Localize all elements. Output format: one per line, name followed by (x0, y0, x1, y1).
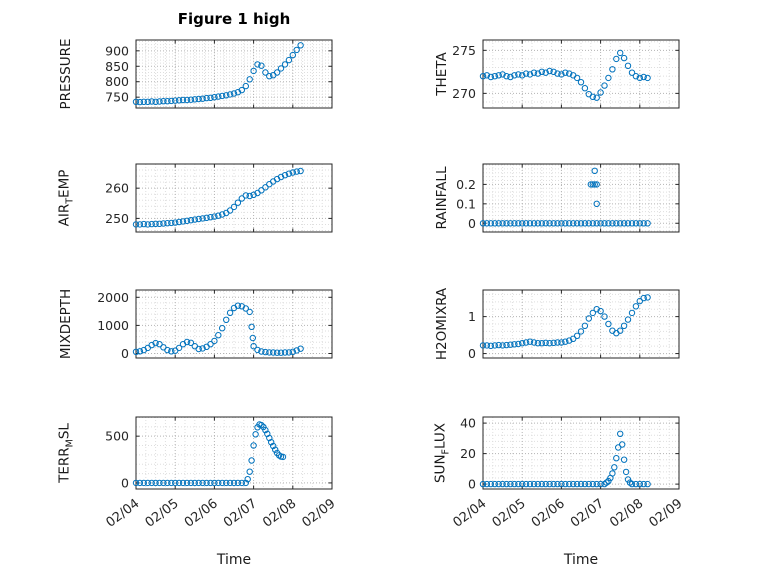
y-tick-labels: 250 260 (105, 181, 129, 226)
major-grid (136, 417, 332, 489)
ylabel-sun-flux: SUNFLUX (432, 422, 452, 484)
svg-text:0: 0 (121, 346, 129, 361)
svg-text:02/07: 02/07 (221, 496, 260, 531)
svg-text:02/04: 02/04 (450, 496, 489, 531)
x-axis-label-right: Time (563, 552, 599, 568)
data-points (479, 167, 651, 227)
y-tick-labels: 0 500 (105, 429, 129, 491)
ylabel-air-temp: AIRTEMP (56, 169, 76, 227)
major-grid (483, 40, 679, 108)
svg-text:800: 800 (105, 74, 129, 89)
y-tick-labels: 0 0.1 0.2 (456, 177, 476, 231)
minor-grid (136, 290, 332, 358)
svg-text:02/07: 02/07 (568, 496, 607, 531)
major-grid (483, 290, 679, 358)
subplot-theta: 270 275 (452, 39, 680, 109)
tick-marks (135, 290, 333, 358)
tick-marks (482, 290, 680, 358)
svg-text:0: 0 (121, 475, 129, 490)
svg-text:02/06: 02/06 (529, 496, 568, 531)
svg-text:0.1: 0.1 (456, 196, 476, 211)
ylabel-h2omixra: H2OMIXRA (434, 287, 450, 361)
svg-text:40: 40 (460, 416, 476, 431)
major-grid (483, 164, 679, 232)
svg-text:260: 260 (105, 181, 129, 196)
axes-box (135, 39, 333, 109)
svg-text:2000: 2000 (97, 290, 129, 305)
x-tick-labels: 02/04 02/05 02/06 02/07 02/08 02/09 (450, 496, 685, 531)
figure-title: Figure 1 high (177, 10, 291, 28)
svg-text:02/05: 02/05 (490, 496, 529, 531)
svg-text:1: 1 (468, 309, 476, 324)
ylabel-terr-msl: TERRMSL (56, 423, 76, 483)
svg-text:02/08: 02/08 (607, 496, 646, 531)
svg-text:02/09: 02/09 (646, 496, 685, 531)
minor-grid (483, 164, 679, 232)
y-tick-labels: 270 275 (452, 43, 476, 101)
svg-text:1000: 1000 (97, 318, 129, 333)
ylabel-theta: THETA (434, 52, 450, 96)
data-points (132, 167, 304, 228)
data-points (479, 49, 651, 101)
data-points (479, 430, 651, 488)
tick-marks (482, 40, 680, 108)
svg-text:02/05: 02/05 (143, 496, 182, 531)
svg-text:750: 750 (105, 90, 129, 105)
svg-text:02/08: 02/08 (260, 496, 299, 531)
svg-text:0: 0 (468, 216, 476, 231)
axes-box (482, 416, 680, 490)
y-tick-labels: 0 1000 2000 (97, 290, 129, 361)
data-points (132, 421, 287, 487)
subplot-mixdepth: 0 1000 2000 (97, 289, 333, 361)
subplot-air-temp: 250 260 (105, 163, 333, 233)
data-points (132, 302, 304, 356)
major-grid (136, 290, 332, 358)
tick-marks (135, 40, 333, 108)
axes-box (135, 416, 333, 490)
minor-grid (136, 416, 332, 489)
svg-text:900: 900 (105, 43, 129, 58)
minor-grid (483, 416, 679, 489)
svg-text:0.2: 0.2 (456, 177, 476, 192)
svg-text:270: 270 (452, 86, 476, 101)
axes-box (135, 163, 333, 233)
y-tick-labels: 01 (468, 309, 476, 361)
svg-text:500: 500 (105, 429, 129, 444)
svg-text:02/09: 02/09 (299, 496, 338, 531)
svg-text:02/06: 02/06 (182, 496, 221, 531)
minor-grid (136, 163, 332, 232)
tick-marks (135, 417, 333, 489)
svg-text:850: 850 (105, 59, 129, 74)
subplot-terr-msl: 0 500 02/04 02/05 02/06 02/07 02/08 02/09 (103, 416, 338, 531)
minor-grid (136, 40, 332, 108)
x-tick-labels: 02/04 02/05 02/06 02/07 02/08 02/09 (103, 496, 338, 531)
axes-box (135, 289, 333, 359)
svg-text:0: 0 (468, 477, 476, 492)
ylabel-pressure: PRESSURE (58, 38, 74, 110)
data-points (479, 294, 651, 349)
data-points (132, 42, 304, 106)
axes-box (482, 39, 680, 109)
svg-text:20: 20 (460, 446, 476, 461)
subplot-h2omixra: 01 (468, 289, 680, 361)
ylabel-mixdepth: MIXDEPTH (58, 288, 74, 360)
axes-box (482, 289, 680, 359)
tick-marks (135, 164, 333, 232)
ylabel-rainfall: RAINFALL (434, 166, 450, 230)
subplot-rainfall: 0 0.1 0.2 (456, 163, 680, 233)
major-grid (483, 417, 679, 489)
y-tick-labels: 0 20 40 (460, 416, 476, 492)
svg-text:0: 0 (468, 346, 476, 361)
subplot-sun-flux: 0 20 40 02/04 02/05 02/06 02/07 02/08 02/09 (450, 416, 685, 531)
svg-text:275: 275 (452, 43, 476, 58)
svg-text:02/04: 02/04 (103, 496, 142, 531)
svg-text:250: 250 (105, 211, 129, 226)
minor-grid (483, 290, 679, 358)
x-axis-label-left: Time (216, 552, 252, 568)
axes-box (482, 163, 680, 233)
